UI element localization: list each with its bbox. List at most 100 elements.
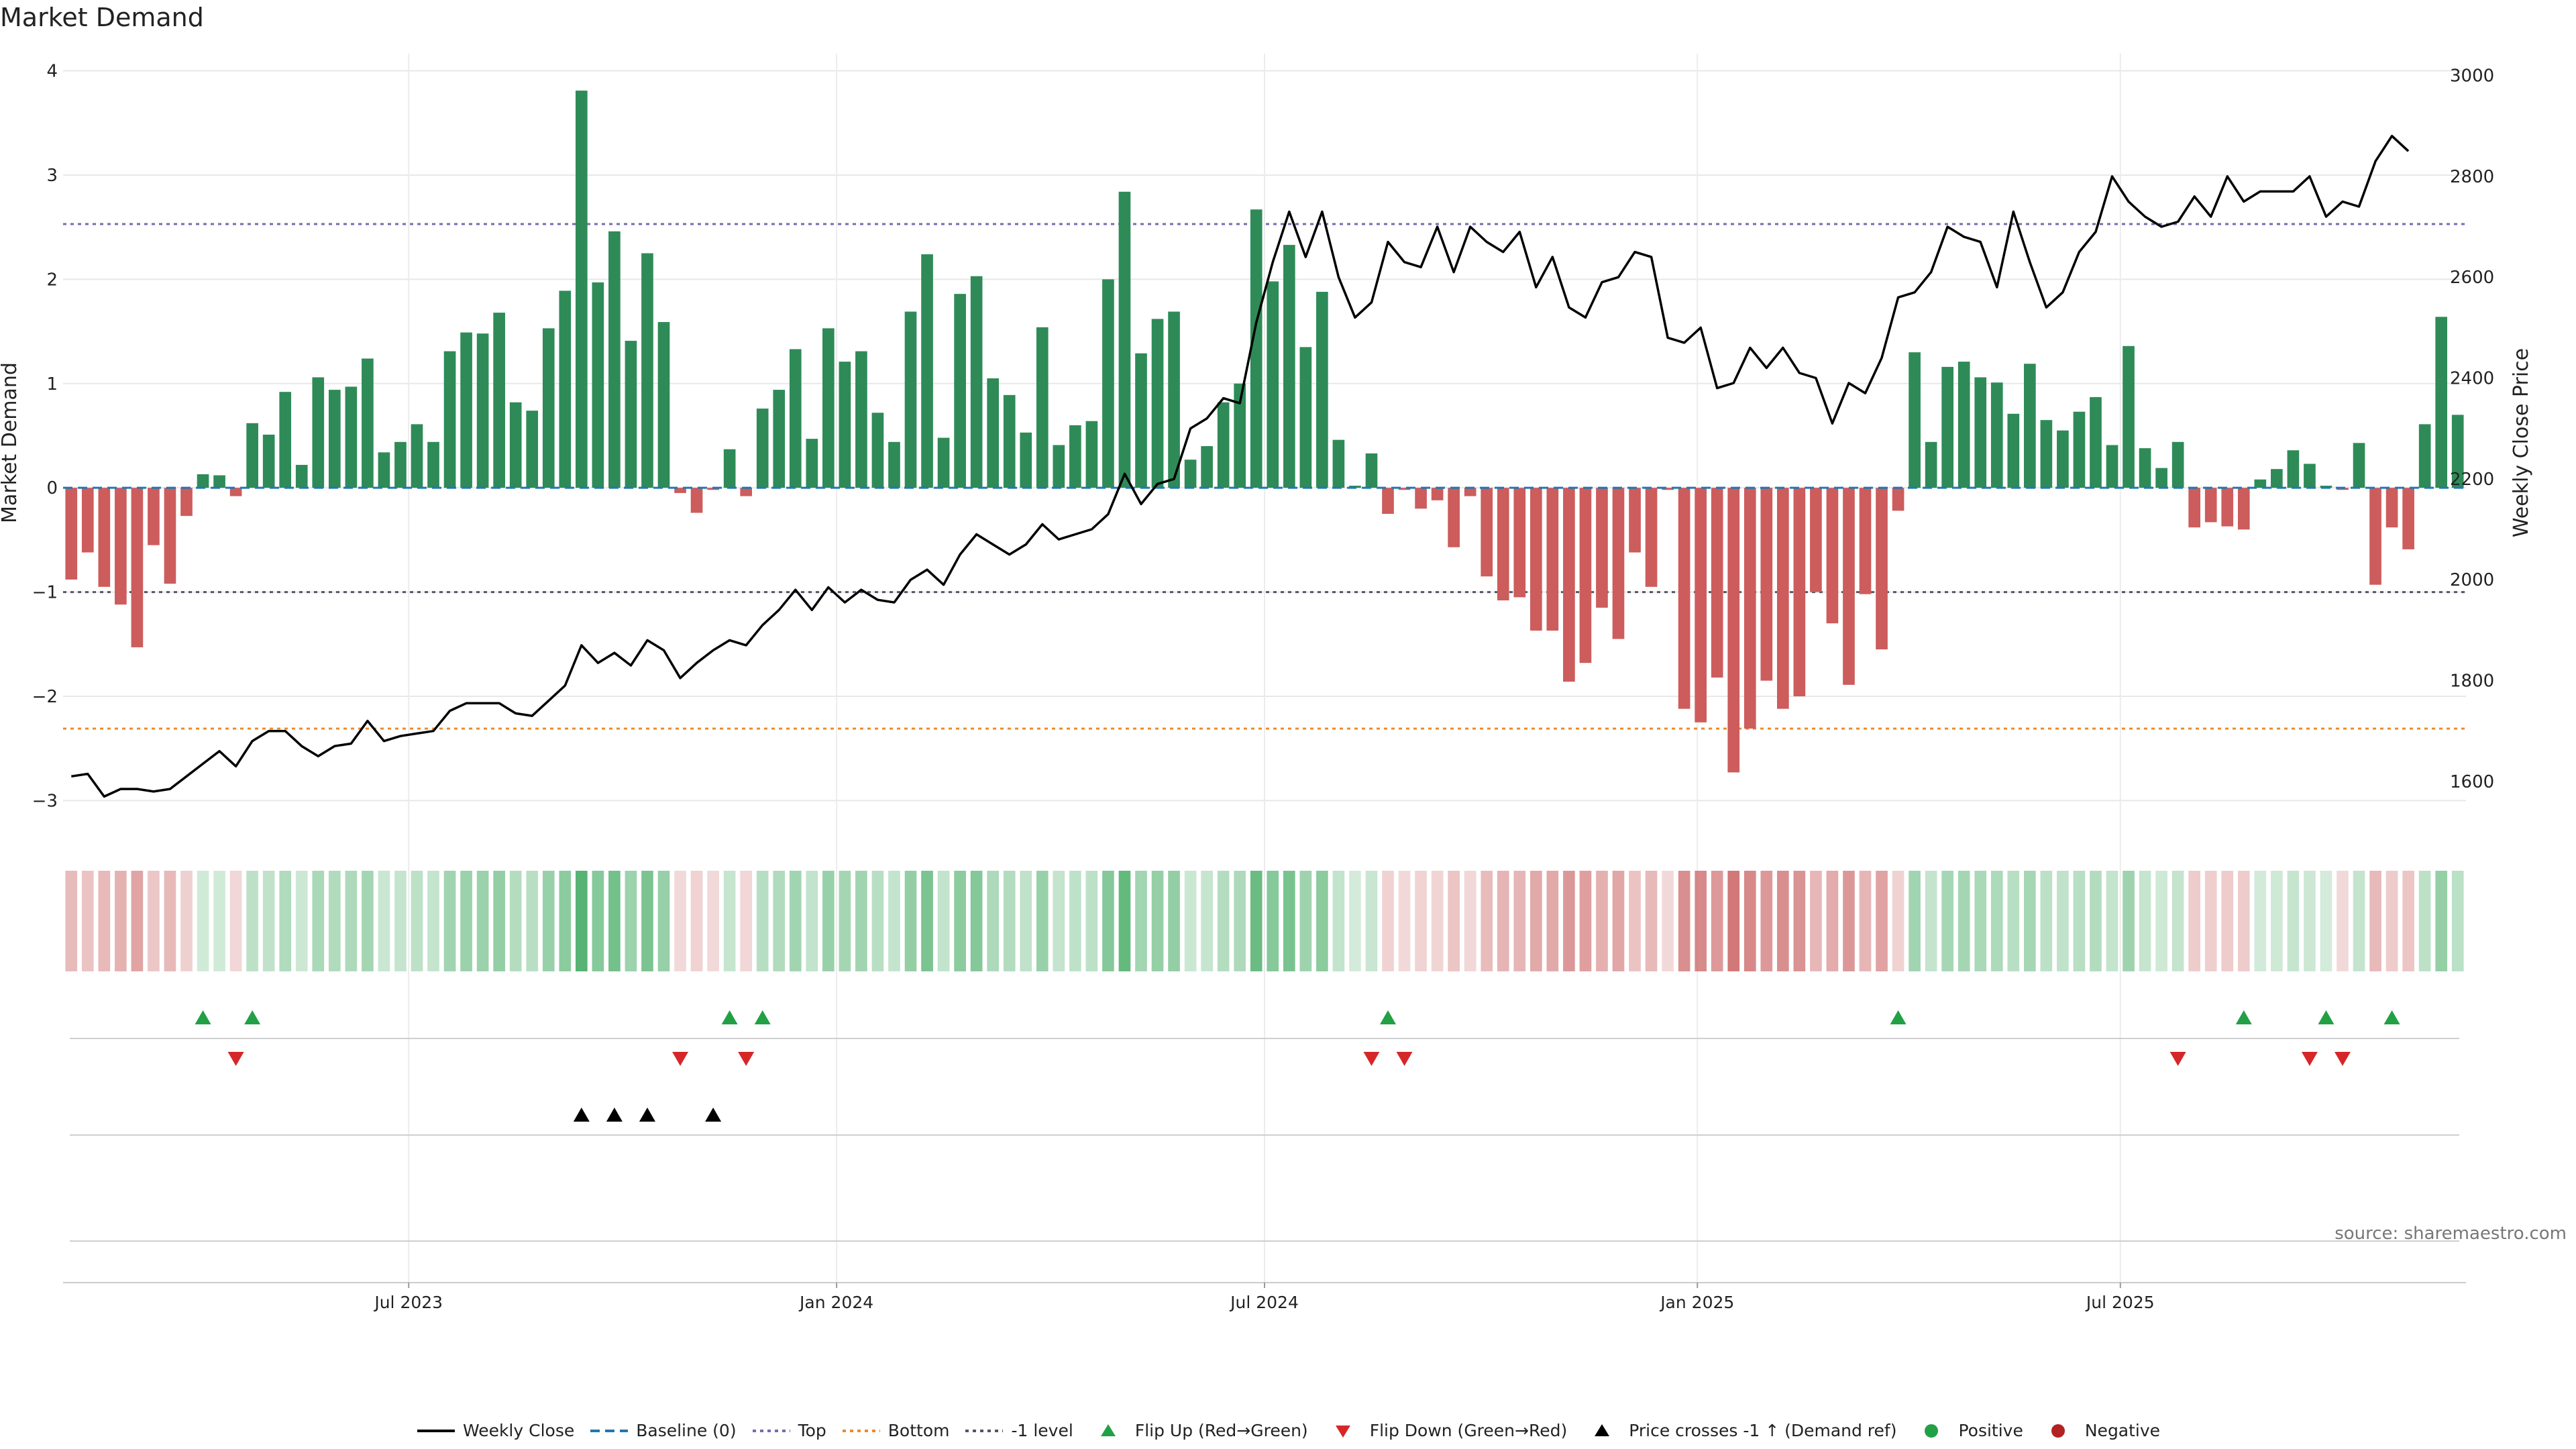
- demand-bar: [411, 424, 423, 488]
- heat-cell: [1711, 871, 1723, 971]
- page-title: Market Demand: [0, 3, 204, 32]
- demand-bar: [839, 362, 851, 488]
- demand-bar: [1036, 327, 1049, 488]
- heat-cell: [674, 871, 686, 971]
- heat-cell: [1645, 871, 1658, 971]
- legend-item: Baseline (0): [589, 1421, 737, 1440]
- demand-bar: [1859, 488, 1872, 594]
- demand-bar: [328, 390, 341, 488]
- legend-label: Flip Down (Green→Red): [1369, 1421, 1568, 1440]
- demand-bar: [1876, 488, 1888, 650]
- y-tick-label: 1: [46, 374, 58, 394]
- y-tick-label: −1: [32, 583, 58, 603]
- heat-cell: [921, 871, 933, 971]
- heat-cell: [213, 871, 225, 971]
- heat-cell: [1349, 871, 1361, 971]
- demand-bar: [229, 488, 242, 496]
- heat-cell: [2155, 871, 2167, 971]
- legend-item: -1 level: [964, 1421, 1073, 1440]
- heat-cell: [1020, 871, 1032, 971]
- demand-bar: [592, 282, 604, 488]
- demand-bar: [707, 488, 719, 490]
- heat-cell: [493, 871, 505, 971]
- demand-bar: [164, 488, 176, 584]
- heat-cell: [526, 871, 539, 971]
- demand-bar: [559, 290, 572, 488]
- x-tick-label: Jan 2024: [798, 1293, 873, 1312]
- demand-bar: [81, 488, 94, 553]
- demand-bar: [262, 434, 275, 488]
- heat-cell: [1168, 871, 1180, 971]
- heat-cell: [378, 871, 390, 971]
- y-tick-label: −3: [32, 791, 58, 811]
- heat-cell: [98, 871, 111, 971]
- heat-cell: [1299, 871, 1312, 971]
- demand-bar: [1793, 488, 1806, 696]
- heat-cell: [987, 871, 1000, 971]
- demand-bar: [345, 386, 358, 488]
- demand-bar: [476, 333, 489, 488]
- legend-item: Bottom: [841, 1421, 949, 1440]
- heat-cell: [1036, 871, 1049, 971]
- heat-cell: [690, 871, 703, 971]
- demand-bar: [2090, 396, 2102, 488]
- legend-swatch: [965, 1429, 1004, 1432]
- flip-down-marker: [1363, 1052, 1380, 1066]
- heat-cell: [1267, 871, 1279, 971]
- demand-bar: [2287, 450, 2300, 488]
- x-tick-label: Jul 2025: [2085, 1293, 2155, 1312]
- heat-cell: [1118, 871, 1131, 971]
- demand-bar: [2155, 468, 2167, 488]
- demand-bar: [1118, 191, 1131, 488]
- demand-bar: [2040, 420, 2053, 488]
- demand-bar: [312, 377, 325, 488]
- price-cross-marker: [606, 1108, 623, 1122]
- heat-cell: [888, 871, 900, 971]
- demand-bar: [723, 449, 736, 488]
- price-cross-marker: [639, 1108, 655, 1122]
- demand-bar: [2369, 488, 2381, 585]
- demand-bar: [855, 351, 867, 488]
- flip-down-marker: [2301, 1052, 2318, 1066]
- demand-bar: [657, 322, 670, 488]
- y-tick-label: 3: [46, 166, 58, 186]
- heat-cell: [1464, 871, 1477, 971]
- heat-cell: [2139, 871, 2151, 971]
- y2-tick-label: 2600: [2450, 268, 2494, 288]
- y2-tick-label: 2000: [2450, 570, 2494, 590]
- heat-cell: [2320, 871, 2332, 971]
- demand-bar: [98, 488, 111, 587]
- flip-up-marker: [195, 1010, 211, 1024]
- demand-bar: [2337, 488, 2349, 490]
- heat-cell: [1727, 871, 1740, 971]
- demand-bar: [1168, 311, 1180, 488]
- demand-bar: [1217, 402, 1230, 488]
- heat-cell: [2171, 871, 2184, 971]
- demand-bar: [1267, 281, 1279, 488]
- demand-bar: [1579, 488, 1592, 663]
- price-cross-marker: [573, 1108, 590, 1122]
- demand-bar: [1990, 382, 2003, 488]
- demand-bar: [460, 332, 472, 488]
- price-cross-marker: [705, 1108, 722, 1122]
- heat-cell: [81, 871, 94, 971]
- legend-label: Top: [798, 1421, 826, 1440]
- heat-cell: [1629, 871, 1641, 971]
- demand-bar: [1596, 488, 1608, 608]
- legend-item: Negative: [2038, 1421, 2160, 1440]
- legend: Weekly Close Baseline (0) Top Bottom -1 leve…: [0, 1421, 2576, 1440]
- heat-cell: [1003, 871, 1016, 971]
- heat-cell: [1184, 871, 1197, 971]
- source-note: source: sharemaestro.com: [2334, 1224, 2567, 1244]
- y2-tick-label: 2400: [2450, 369, 2494, 389]
- demand-bar: [756, 409, 769, 488]
- demand-bar: [1974, 377, 1987, 488]
- demand-bar: [1743, 488, 1756, 729]
- legend-swatch: [2051, 1424, 2065, 1438]
- heat-cell: [1990, 871, 2003, 971]
- heat-cell: [115, 871, 127, 971]
- heat-cell: [2090, 871, 2102, 971]
- demand-bar: [871, 413, 884, 488]
- heat-cell: [2106, 871, 2118, 971]
- flip-down-marker: [2334, 1052, 2351, 1066]
